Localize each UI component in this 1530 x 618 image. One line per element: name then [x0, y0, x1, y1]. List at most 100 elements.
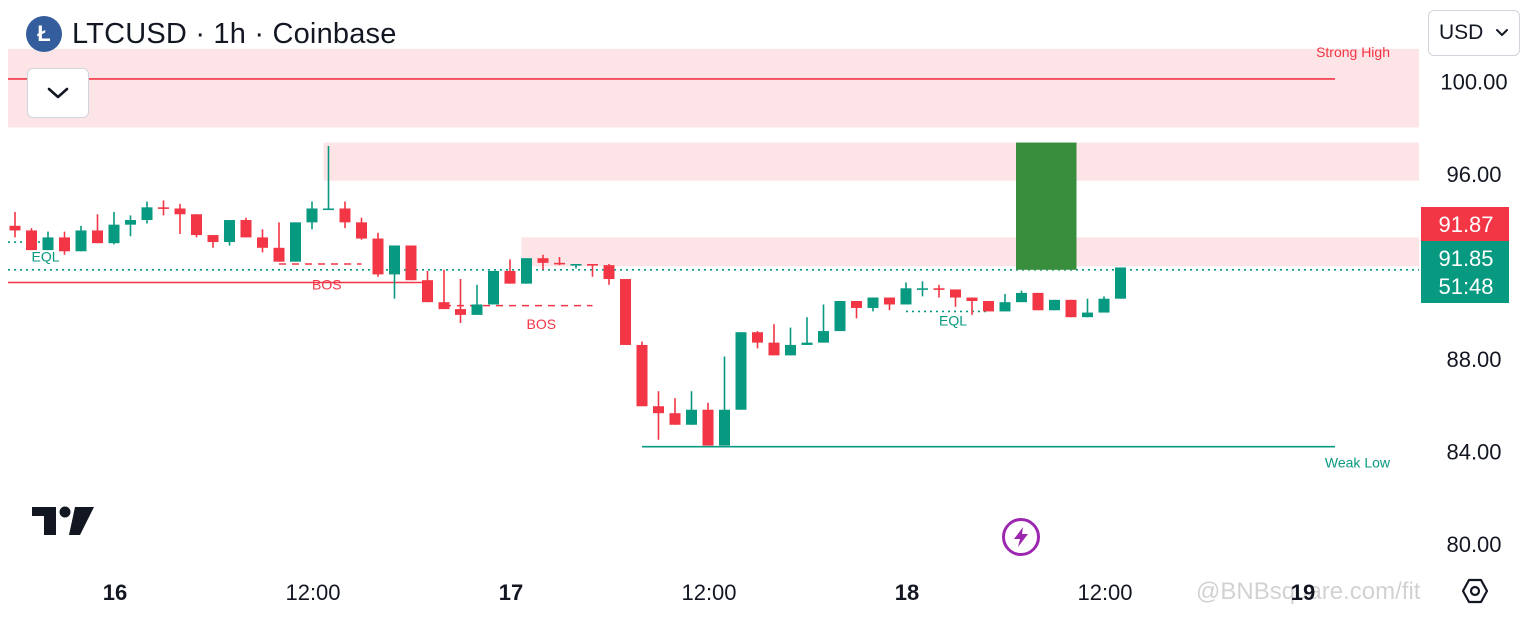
bar-countdown-label: 51:48 — [1438, 274, 1493, 299]
candle-body — [1082, 312, 1093, 318]
candle-body — [125, 220, 136, 225]
last-price-label: 91.87 — [1438, 212, 1493, 237]
x-tick-label: 12:00 — [1077, 580, 1132, 605]
candle-body — [488, 270, 499, 305]
candle-body — [455, 309, 466, 315]
candle-body — [900, 288, 912, 305]
x-tick-label: 12:00 — [285, 580, 340, 605]
candle-body — [174, 208, 186, 215]
projection-box — [1016, 142, 1077, 270]
candle-body — [719, 409, 730, 446]
current-price-label: 91.85 — [1438, 246, 1493, 271]
candle-body — [1115, 267, 1126, 299]
candle-body — [983, 301, 994, 312]
candle-body — [587, 263, 598, 266]
candle-body — [653, 406, 664, 414]
last-price-label-bg — [1421, 207, 1509, 241]
candle-body — [323, 208, 334, 211]
candle-body — [108, 224, 120, 244]
bolt-glyph-icon — [1014, 527, 1028, 547]
chevron-down-icon — [1496, 29, 1508, 37]
candle-body — [768, 342, 780, 356]
candle-body — [471, 304, 483, 315]
x-tick-label: 17 — [499, 580, 523, 605]
candle-body — [917, 288, 928, 290]
candle-body — [42, 237, 54, 251]
candle-body — [1049, 299, 1060, 311]
symbol-title[interactable]: LTCUSD · 1h · Coinbase — [72, 17, 397, 50]
candle-body — [75, 230, 87, 252]
candle-body — [26, 230, 37, 251]
candle-body — [834, 301, 846, 332]
candle-body — [273, 247, 285, 262]
candle-body — [950, 289, 961, 298]
candle-body — [257, 237, 268, 248]
candle-body — [867, 297, 879, 308]
candle-body — [422, 280, 433, 303]
candle-body — [785, 344, 796, 356]
supply-zone — [323, 142, 1419, 181]
y-tick-label: 100.00 — [1440, 69, 1507, 94]
candle-body — [801, 342, 813, 345]
candle-body — [933, 288, 945, 290]
candle-body — [191, 214, 202, 236]
candle-body — [735, 332, 747, 410]
candle-body — [669, 413, 681, 425]
candle-body — [686, 409, 697, 425]
candle-body — [636, 344, 648, 407]
candle-body — [554, 262, 565, 265]
candle-body — [207, 235, 219, 243]
candle-body — [306, 208, 318, 223]
current-price-label-bg — [1421, 241, 1509, 303]
gear-icon[interactable] — [1462, 578, 1488, 604]
candle-body — [9, 225, 21, 231]
x-tick-label: 16 — [103, 580, 127, 605]
candle-body — [290, 222, 301, 262]
collapse-legend-button[interactable] — [27, 68, 89, 118]
candle-body — [339, 208, 351, 223]
candle-body — [966, 297, 978, 301]
y-tick-label: 84.00 — [1446, 439, 1501, 464]
candle-body — [702, 409, 714, 446]
candle-body — [851, 301, 862, 308]
annotation-label: EQL — [32, 249, 60, 265]
x-tick-label: 18 — [895, 580, 919, 605]
annotation-label: EQL — [939, 312, 967, 328]
candle-body — [570, 263, 582, 266]
supply-zone — [8, 48, 1419, 128]
candle-body — [92, 230, 103, 244]
candle-body — [603, 265, 615, 280]
candle-body — [224, 220, 235, 243]
candle-body — [818, 331, 829, 343]
candle-body — [389, 245, 400, 275]
candle-body — [158, 207, 169, 209]
candle-body — [356, 222, 367, 239]
tradingview-logo-icon[interactable] — [32, 505, 94, 537]
y-tick-label: 80.00 — [1446, 532, 1501, 557]
lightning-bolt-icon[interactable] — [1002, 518, 1040, 556]
annotation-label: Weak Low — [1325, 455, 1391, 471]
currency-select[interactable]: USD — [1428, 10, 1520, 56]
x-tick-label: 19 — [1291, 580, 1315, 605]
candle-body — [752, 332, 763, 343]
candle-body — [141, 207, 153, 221]
candle-body — [405, 245, 417, 281]
candle-body — [620, 279, 631, 345]
supply-zone — [521, 237, 1419, 267]
annotation-label: BOS — [312, 276, 342, 292]
candle-body — [521, 258, 532, 284]
currency-value: USD — [1439, 21, 1484, 44]
candle-body — [372, 238, 384, 275]
annotation-label: BOS — [527, 316, 557, 332]
y-tick-label: 88.00 — [1446, 347, 1501, 372]
candle-body — [1016, 292, 1027, 303]
chart-header: Ł LTCUSD · 1h · Coinbase — [26, 14, 397, 54]
x-tick-label: 12:00 — [681, 580, 736, 605]
candle-body — [884, 297, 895, 305]
candle-body — [537, 258, 549, 263]
watermark: @BNBsquare.com/fit — [1196, 578, 1421, 605]
candle-body — [1098, 298, 1110, 313]
annotation-label: Strong High — [1316, 44, 1390, 60]
candle-body — [504, 270, 516, 284]
